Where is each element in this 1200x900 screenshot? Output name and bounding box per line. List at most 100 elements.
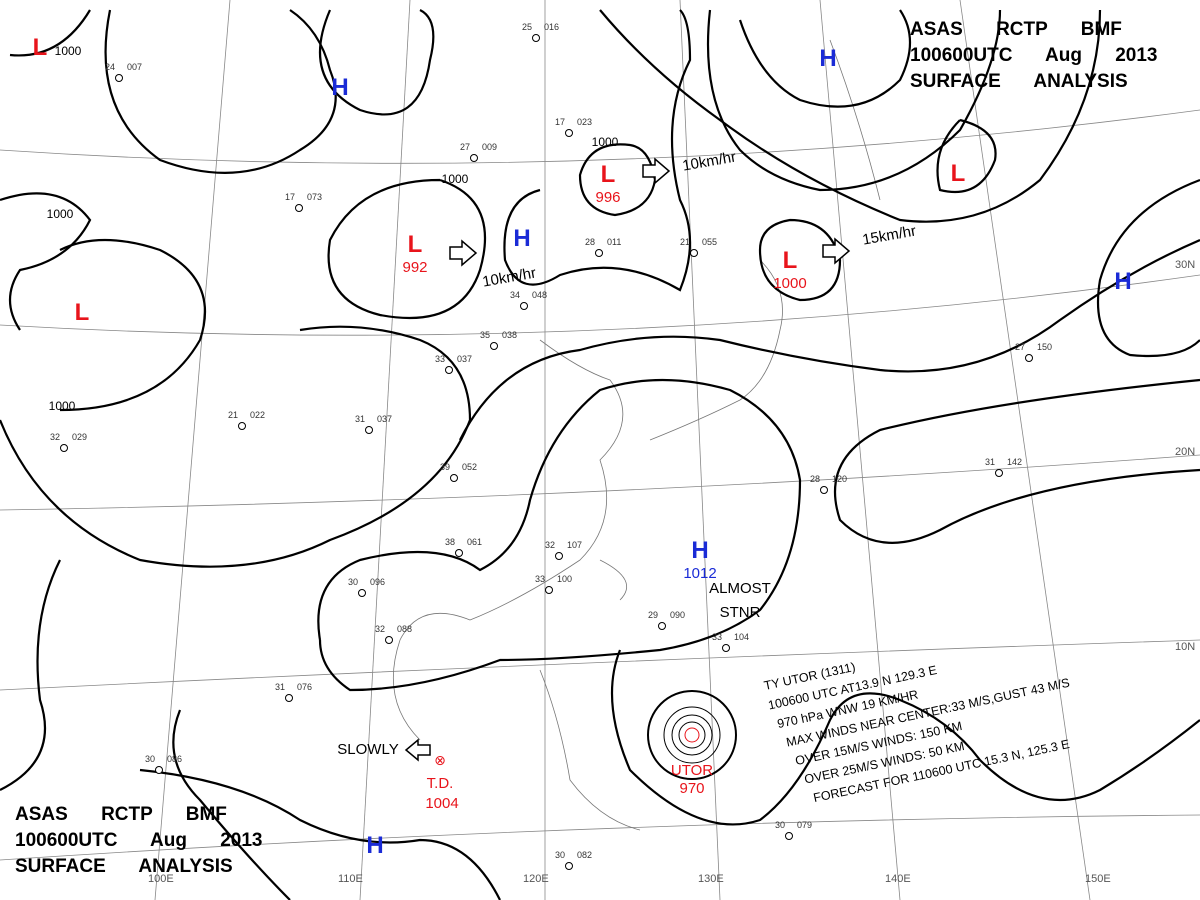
lon-line xyxy=(359,0,411,900)
isobar xyxy=(459,238,1200,441)
isobar xyxy=(706,9,1002,192)
station-circle xyxy=(238,422,246,430)
coast xyxy=(649,259,783,441)
station-pressure: 016 xyxy=(544,22,559,32)
station-circle xyxy=(565,862,573,870)
typhoon-ring xyxy=(678,721,706,749)
station-circle xyxy=(358,589,366,597)
stationary-note: STNR xyxy=(720,604,761,621)
station-temp: 31 xyxy=(985,457,995,467)
station-circle xyxy=(1025,354,1033,362)
station-circle xyxy=(520,302,528,310)
isobar xyxy=(738,9,911,108)
isobar-label: 1000 xyxy=(55,44,82,58)
isobar xyxy=(833,378,1200,544)
station-temp: 21 xyxy=(228,410,238,420)
system-symbol: L xyxy=(601,161,616,188)
isobar xyxy=(59,238,207,412)
longitude-label: 100E xyxy=(148,873,174,885)
isobar-label: 1000 xyxy=(592,135,619,149)
footer-line: 100600UTC Aug 2013 xyxy=(15,830,263,851)
station-circle xyxy=(155,766,163,774)
station-temp: 39 xyxy=(440,462,450,472)
arrow xyxy=(642,157,671,185)
motion-label: SLOWLY xyxy=(337,741,398,758)
station-temp: 30 xyxy=(348,577,358,587)
typhoon-center xyxy=(684,727,700,743)
station-circle xyxy=(595,249,603,257)
station-temp: 30 xyxy=(145,754,155,764)
coast xyxy=(392,339,624,741)
header-line: SURFACE ANALYSIS xyxy=(910,71,1128,92)
station-temp: 33 xyxy=(712,632,722,642)
station-temp: 25 xyxy=(522,22,532,32)
station-temp: 28 xyxy=(810,474,820,484)
longitude-label: 140E xyxy=(885,873,911,885)
station-temp: 30 xyxy=(775,820,785,830)
latitude-label: 30N xyxy=(1175,259,1195,271)
station-circle xyxy=(490,342,498,350)
station-temp: 24 xyxy=(105,62,115,72)
isobar xyxy=(503,9,692,292)
station-pressure: 038 xyxy=(502,330,517,340)
system-symbol: L xyxy=(951,160,966,187)
station-temp: 32 xyxy=(545,540,555,550)
station-temp: 38 xyxy=(445,537,455,547)
stationary-note: ALMOST xyxy=(709,580,771,597)
station-temp: 33 xyxy=(535,574,545,584)
system-symbol: L xyxy=(783,247,798,274)
lat-line xyxy=(0,639,1200,691)
station-circle xyxy=(820,486,828,494)
station-circle xyxy=(295,204,303,212)
station-circle xyxy=(445,366,453,374)
typhoon-name: UTOR xyxy=(671,762,713,779)
system-symbol: H xyxy=(819,45,836,72)
typhoon-ring xyxy=(647,690,737,780)
station-pressure: 007 xyxy=(127,62,142,72)
arrow xyxy=(822,237,851,265)
station-temp: 21 xyxy=(680,237,690,247)
station-pressure: 088 xyxy=(397,624,412,634)
station-pressure: 022 xyxy=(250,410,265,420)
station-circle xyxy=(450,474,458,482)
system-pressure: 1000 xyxy=(773,275,806,292)
station-circle xyxy=(555,552,563,560)
system-symbol: H xyxy=(691,537,708,564)
station-pressure: 100 xyxy=(557,574,572,584)
isobar xyxy=(104,9,337,174)
isobar xyxy=(936,118,997,194)
station-pressure: 086 xyxy=(167,754,182,764)
station-temp: 27 xyxy=(1015,342,1025,352)
station-pressure: 090 xyxy=(670,610,685,620)
footer: ASAS RCTP BMF 100600UTC Aug 2013 SURFACE… xyxy=(15,804,263,877)
station-pressure: 029 xyxy=(72,432,87,442)
isobar xyxy=(139,768,501,900)
station-circle xyxy=(532,34,540,42)
isobar xyxy=(9,9,91,57)
footer-line: ASAS RCTP BMF xyxy=(15,804,227,825)
typhoon-ring xyxy=(663,706,721,764)
header: ASAS RCTP BMF 100600UTC Aug 2013 SURFACE… xyxy=(910,19,1158,92)
station-pressure: 082 xyxy=(577,850,592,860)
isobar xyxy=(0,559,61,791)
station-pressure: 076 xyxy=(297,682,312,692)
isobar xyxy=(317,378,802,692)
system-symbol: H xyxy=(513,225,530,252)
station-pressure: 107 xyxy=(567,540,582,550)
system-symbol: H xyxy=(1114,268,1131,295)
station-circle xyxy=(658,622,666,630)
system-pressure: 992 xyxy=(402,259,427,276)
lon-line xyxy=(679,0,721,900)
isobar xyxy=(599,9,1102,223)
td-label: T.D. xyxy=(427,775,454,792)
system-symbol: L xyxy=(33,34,48,61)
system-pressure: 996 xyxy=(595,189,620,206)
station-circle xyxy=(690,249,698,257)
station-pressure: 009 xyxy=(482,142,497,152)
isobar xyxy=(1096,178,1200,358)
longitude-label: 150E xyxy=(1085,873,1111,885)
system-symbol: H xyxy=(331,74,348,101)
typhoon-ring xyxy=(671,714,713,756)
station-pressure: 055 xyxy=(702,237,717,247)
isobar xyxy=(0,325,472,568)
